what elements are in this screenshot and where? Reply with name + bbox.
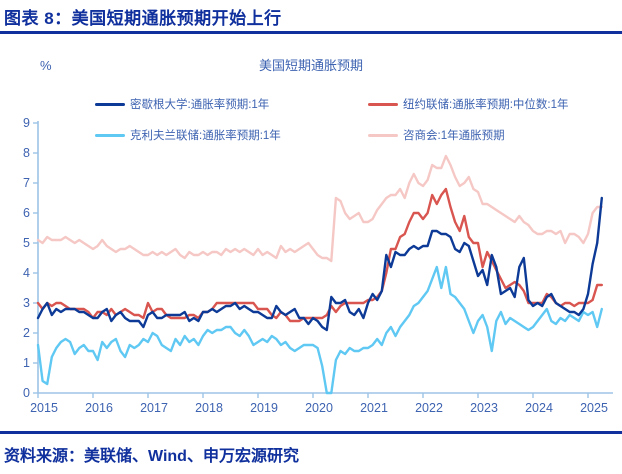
y-axis-unit-label: % xyxy=(40,58,52,73)
legend-item-cleveland: 克利夫兰联储:通胀率预期:1年 xyxy=(95,127,368,143)
legend-item-michigan: 密歇根大学:通胀率预期:1年 xyxy=(95,96,368,112)
svg-text:2022: 2022 xyxy=(415,401,443,415)
michigan-line-swatch xyxy=(95,102,125,106)
legend-label-nyfed: 纽约联储:通胀率预期:中位数:1年 xyxy=(403,99,569,111)
svg-text:2021: 2021 xyxy=(360,401,388,415)
svg-text:2023: 2023 xyxy=(470,401,498,415)
chart-title: 美国短期通胀预期 xyxy=(258,58,363,73)
legend-label-cleveland: 克利夫兰联储:通胀率预期:1年 xyxy=(130,130,281,142)
header-divider xyxy=(0,31,622,34)
legend-label-confboard: 咨商会:1年通胀预期 xyxy=(403,130,505,142)
legend-label-michigan: 密歇根大学:通胀率预期:1年 xyxy=(130,99,270,111)
svg-text:7: 7 xyxy=(23,176,30,190)
svg-text:2017: 2017 xyxy=(140,401,168,415)
svg-text:9: 9 xyxy=(23,116,30,130)
svg-text:2024: 2024 xyxy=(525,401,553,415)
svg-text:6: 6 xyxy=(23,206,30,220)
source-note: 资料来源：美联储、Wind、申万宏源研究 xyxy=(4,448,299,465)
footer-divider xyxy=(0,431,622,434)
svg-text:1: 1 xyxy=(23,356,30,370)
chart-legend: 密歇根大学:通胀率预期:1年 纽约联储:通胀率预期:中位数:1年 克利夫兰联储:… xyxy=(95,96,568,143)
cleveland-line-swatch xyxy=(95,133,125,137)
svg-text:2: 2 xyxy=(23,326,30,340)
svg-text:2020: 2020 xyxy=(305,401,333,415)
svg-text:4: 4 xyxy=(23,266,30,280)
svg-text:2025: 2025 xyxy=(580,401,608,415)
svg-text:8: 8 xyxy=(23,146,30,160)
legend-item-nyfed: 纽约联储:通胀率预期:中位数:1年 xyxy=(368,96,568,112)
svg-text:2016: 2016 xyxy=(85,401,113,415)
confboard-line-swatch xyxy=(368,133,398,137)
legend-item-confboard: 咨商会:1年通胀预期 xyxy=(368,127,568,143)
svg-text:5: 5 xyxy=(23,236,30,250)
svg-text:2019: 2019 xyxy=(250,401,278,415)
svg-text:3: 3 xyxy=(23,296,30,310)
svg-text:2015: 2015 xyxy=(30,401,58,415)
nyfed-line-swatch xyxy=(368,102,398,106)
figure-title: 图表 8：美国短期通胀预期开始上行 xyxy=(4,9,282,28)
svg-text:2018: 2018 xyxy=(195,401,223,415)
svg-text:0: 0 xyxy=(23,386,30,400)
